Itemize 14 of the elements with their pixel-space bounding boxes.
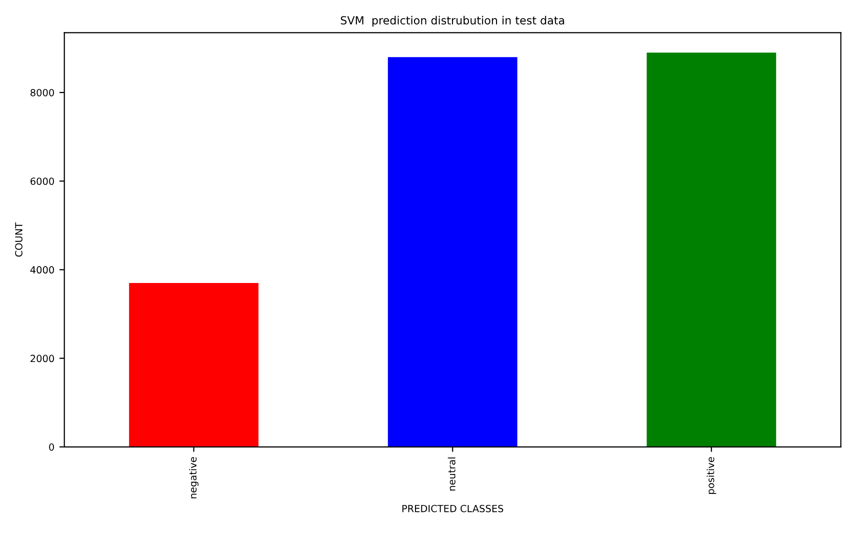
y-tick-label: 8000 (30, 88, 54, 96)
x-tick-label: neutral (448, 458, 456, 491)
y-axis-title: COUNT (15, 222, 22, 257)
x-tick-label: positive (706, 457, 716, 494)
y-tick-label: 0 (49, 443, 54, 451)
x-axis-title: PREDICTED CLASSES (402, 504, 504, 512)
y-tick-label: 2000 (30, 354, 54, 362)
y-tick-label: 6000 (30, 178, 54, 185)
bar (129, 282, 258, 447)
y-tick-label: 4000 (30, 266, 54, 274)
chart-title: SVM prediction distrubution in test data (340, 16, 564, 27)
bar (388, 57, 518, 447)
x-tick-label: negative (189, 457, 198, 498)
bar (646, 52, 776, 447)
